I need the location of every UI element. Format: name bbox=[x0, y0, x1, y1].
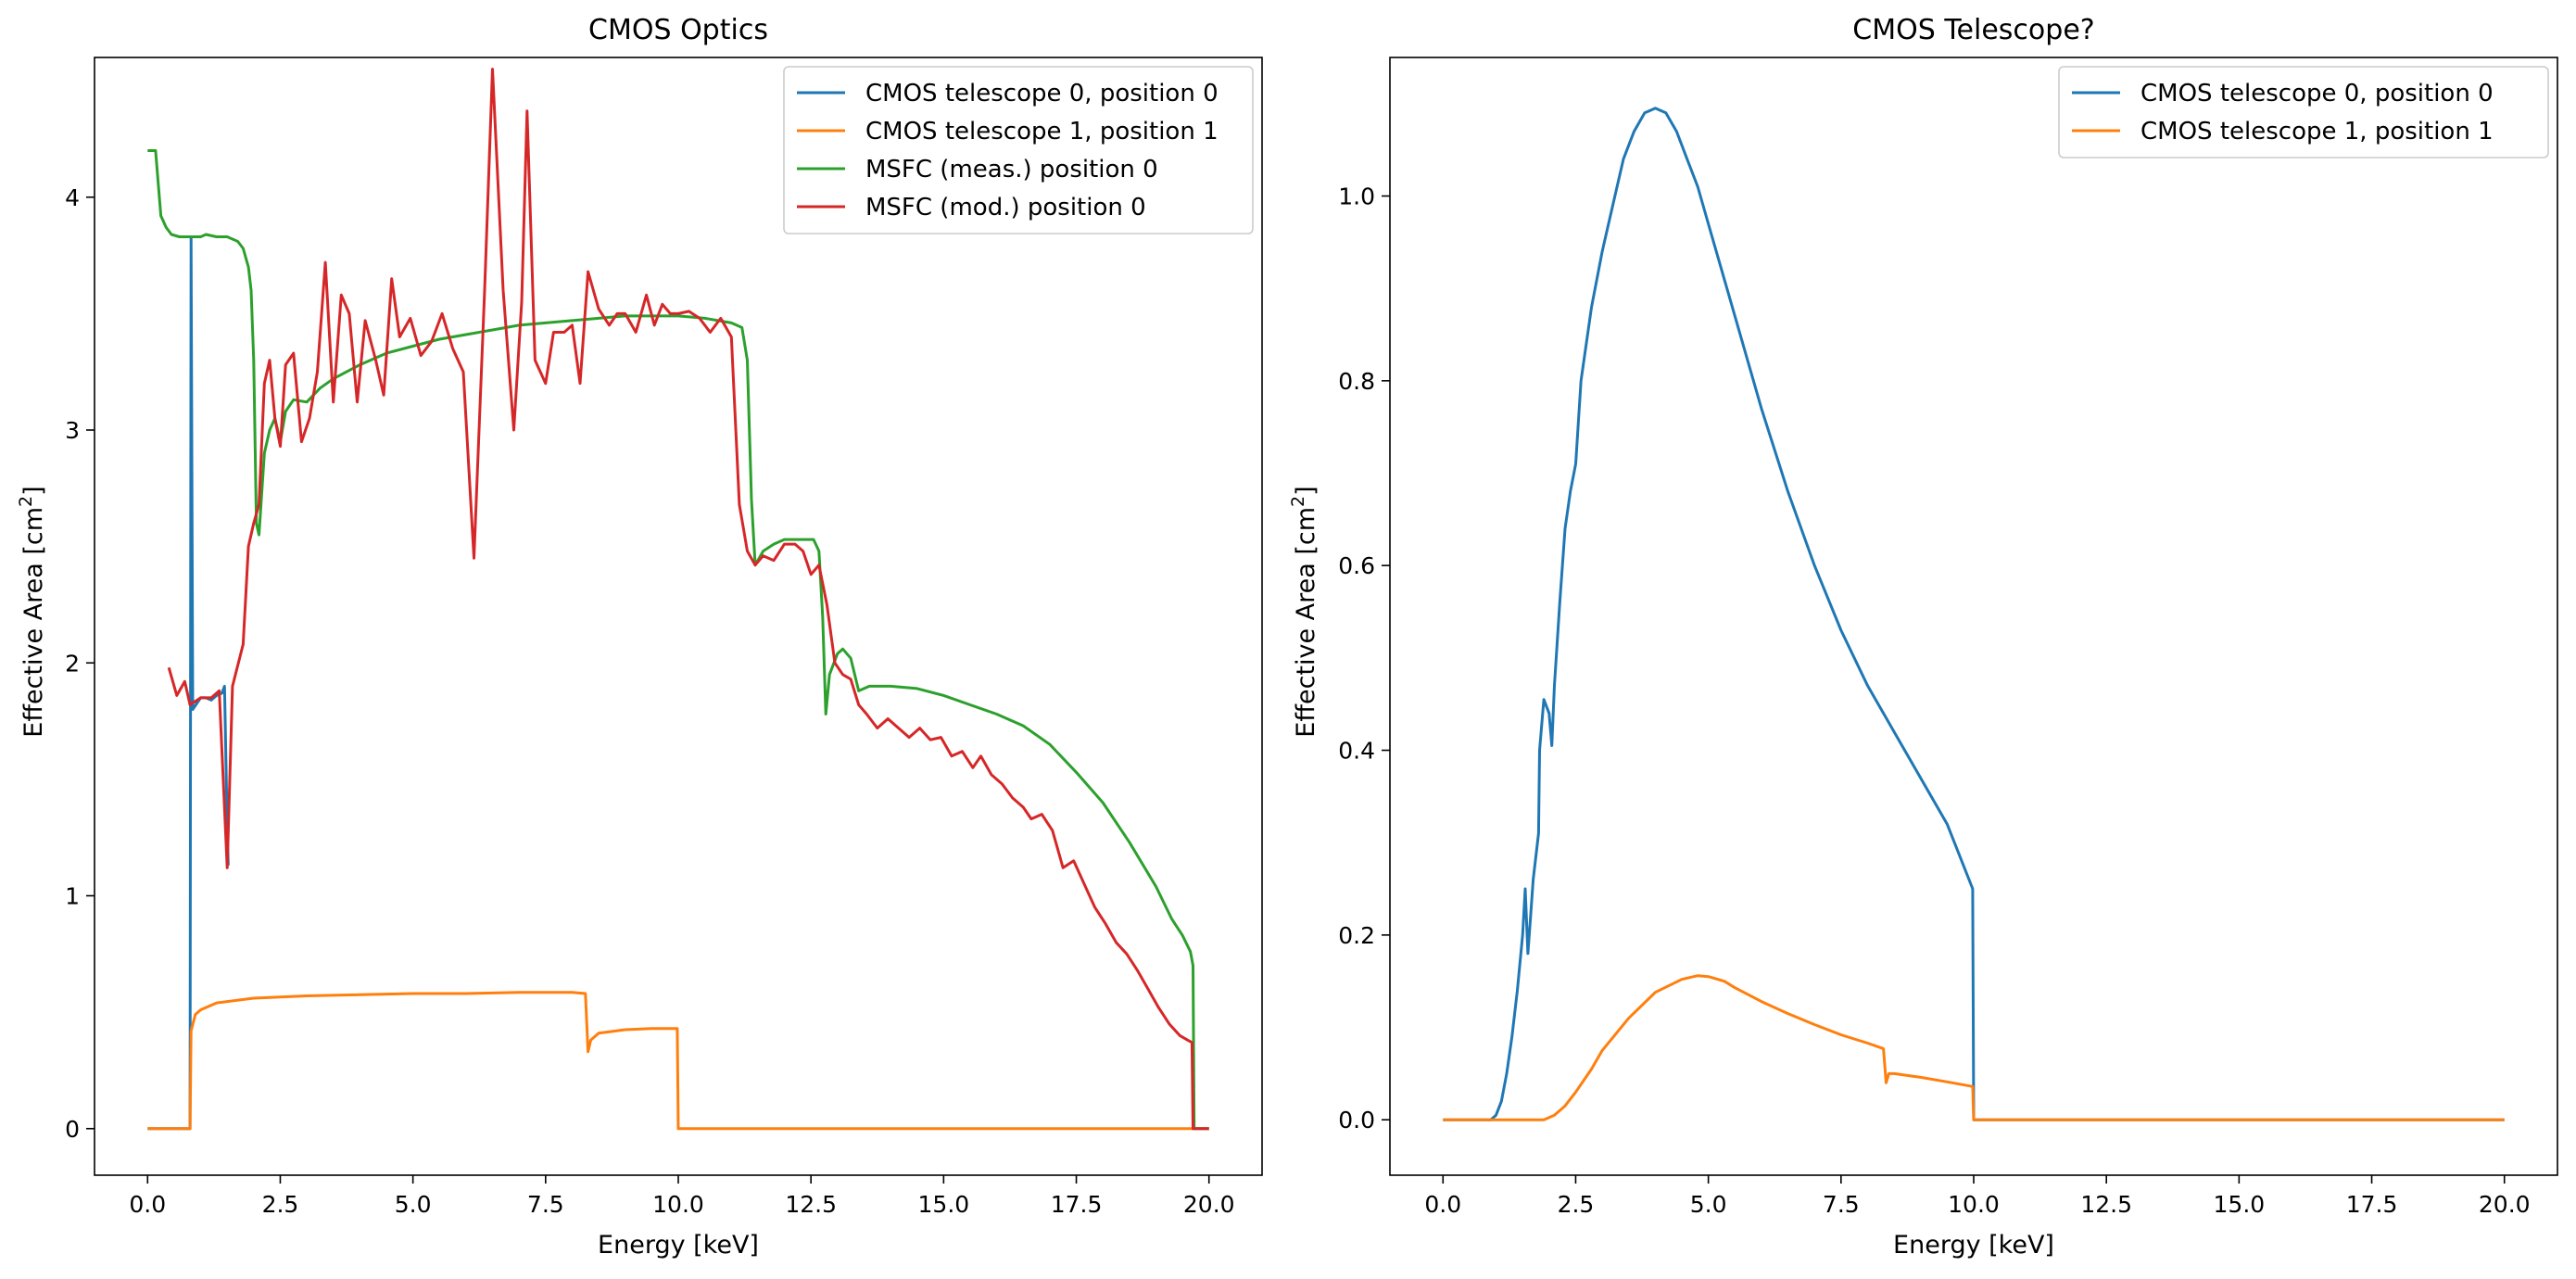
chart-cmos-telescope: CMOS Telescope? 0.0 2.5 5.0 7.5 10.0 12.5 15.0… bbox=[1288, 14, 2558, 1260]
y-axis-label-close: ] bbox=[19, 486, 48, 496]
x-tick-label: 20.0 bbox=[2479, 1191, 2531, 1218]
chart-title: CMOS Telescope? bbox=[1852, 14, 2094, 46]
x-axis-label: Energy [keV] bbox=[1893, 1231, 2054, 1260]
x-tick-label: 17.5 bbox=[2346, 1191, 2398, 1218]
x-tick-label: 7.5 bbox=[527, 1191, 564, 1218]
legend-label: CMOS telescope 1, position 1 bbox=[2140, 118, 2494, 146]
y-tick-label: 0.6 bbox=[1338, 552, 1375, 579]
y-tick-label: 2 bbox=[65, 650, 80, 677]
series-group bbox=[1443, 107, 2505, 1121]
y-tick-label: 3 bbox=[65, 417, 80, 444]
series-group bbox=[147, 68, 1209, 1131]
x-tick-label: 10.0 bbox=[652, 1191, 704, 1218]
y-axis-label: Effective Area [cm2] bbox=[1288, 486, 1320, 737]
legend-label: CMOS telescope 1, position 1 bbox=[865, 118, 1219, 146]
legend-label: CMOS telescope 0, position 0 bbox=[2140, 80, 2494, 108]
y-tick-label: 1 bbox=[65, 883, 80, 910]
x-tick-label: 2.5 bbox=[1558, 1191, 1595, 1218]
legend-label: MSFC (mod.) position 0 bbox=[865, 194, 1146, 222]
series-line-cmos-telescope-1-position-1 bbox=[147, 991, 1209, 1131]
legend-label: MSFC (meas.) position 0 bbox=[865, 156, 1158, 184]
plot-area: 0.0 2.5 5.0 7.5 10.0 12.5 15.0 17.5 20.0 0.0 0.2 0.… bbox=[1338, 57, 2558, 1218]
series-line-msfc-mod-position-0 bbox=[167, 68, 1209, 1131]
y-axis-label-sup: 2 bbox=[1288, 496, 1308, 507]
legend-box bbox=[2058, 66, 2549, 158]
x-tick-label: 5.0 bbox=[395, 1191, 432, 1218]
series-line-cmos-telescope-0-position-0 bbox=[1443, 107, 2505, 1121]
y-tick-label: 0.0 bbox=[1338, 1107, 1375, 1133]
plot-area: 0.0 2.5 5.0 7.5 10.0 12.5 15.0 17.5 20.0 0 1 2 3 4 CMO… bbox=[65, 57, 1263, 1218]
chart-cmos-optics: CMOS Optics 0.0 2.5 5.0 7.5 10.0 12.5 15.0 17.5… bbox=[16, 14, 1263, 1260]
y-axis-label-close: ] bbox=[1292, 486, 1320, 496]
y-axis-label-text: Effective Area [cm bbox=[19, 507, 48, 738]
y-tick-label: 0.2 bbox=[1338, 922, 1375, 949]
y-tick-label: 0.4 bbox=[1338, 738, 1375, 765]
x-tick-label: 17.5 bbox=[1051, 1191, 1103, 1218]
x-tick-label: 2.5 bbox=[262, 1191, 299, 1218]
x-tick-label: 20.0 bbox=[1183, 1191, 1235, 1218]
legend: CMOS telescope 0, position 0 CMOS telesco… bbox=[2058, 66, 2549, 158]
y-axis-label: Effective Area [cm2] bbox=[16, 486, 48, 737]
y-tick-label: 0.8 bbox=[1338, 368, 1375, 395]
y-tick-label: 1.0 bbox=[1338, 184, 1375, 210]
legend: CMOS telescope 0, position 0 CMOS telesco… bbox=[783, 66, 1254, 234]
x-tick-label: 15.0 bbox=[918, 1191, 970, 1218]
x-axis-label: Energy [keV] bbox=[598, 1231, 759, 1260]
x-tick-label: 5.0 bbox=[1690, 1191, 1727, 1218]
x-tick-label: 12.5 bbox=[2080, 1191, 2132, 1218]
x-tick-label: 7.5 bbox=[1823, 1191, 1860, 1218]
x-tick-label: 15.0 bbox=[2214, 1191, 2266, 1218]
chart-title: CMOS Optics bbox=[588, 14, 768, 46]
y-tick-label: 0 bbox=[65, 1116, 80, 1143]
y-tick-label: 4 bbox=[65, 184, 80, 211]
x-tick-label: 0.0 bbox=[1424, 1191, 1461, 1218]
legend-label: CMOS telescope 0, position 0 bbox=[865, 80, 1219, 108]
x-tick-label: 0.0 bbox=[129, 1191, 166, 1218]
y-axis-label-text: Effective Area [cm bbox=[1292, 507, 1320, 738]
series-line-cmos-telescope-1-position-1 bbox=[1443, 974, 2505, 1121]
x-tick-label: 12.5 bbox=[785, 1191, 837, 1218]
legend-box bbox=[783, 66, 1254, 234]
x-tick-label: 10.0 bbox=[1948, 1191, 2000, 1218]
y-axis-label-sup: 2 bbox=[16, 496, 36, 507]
